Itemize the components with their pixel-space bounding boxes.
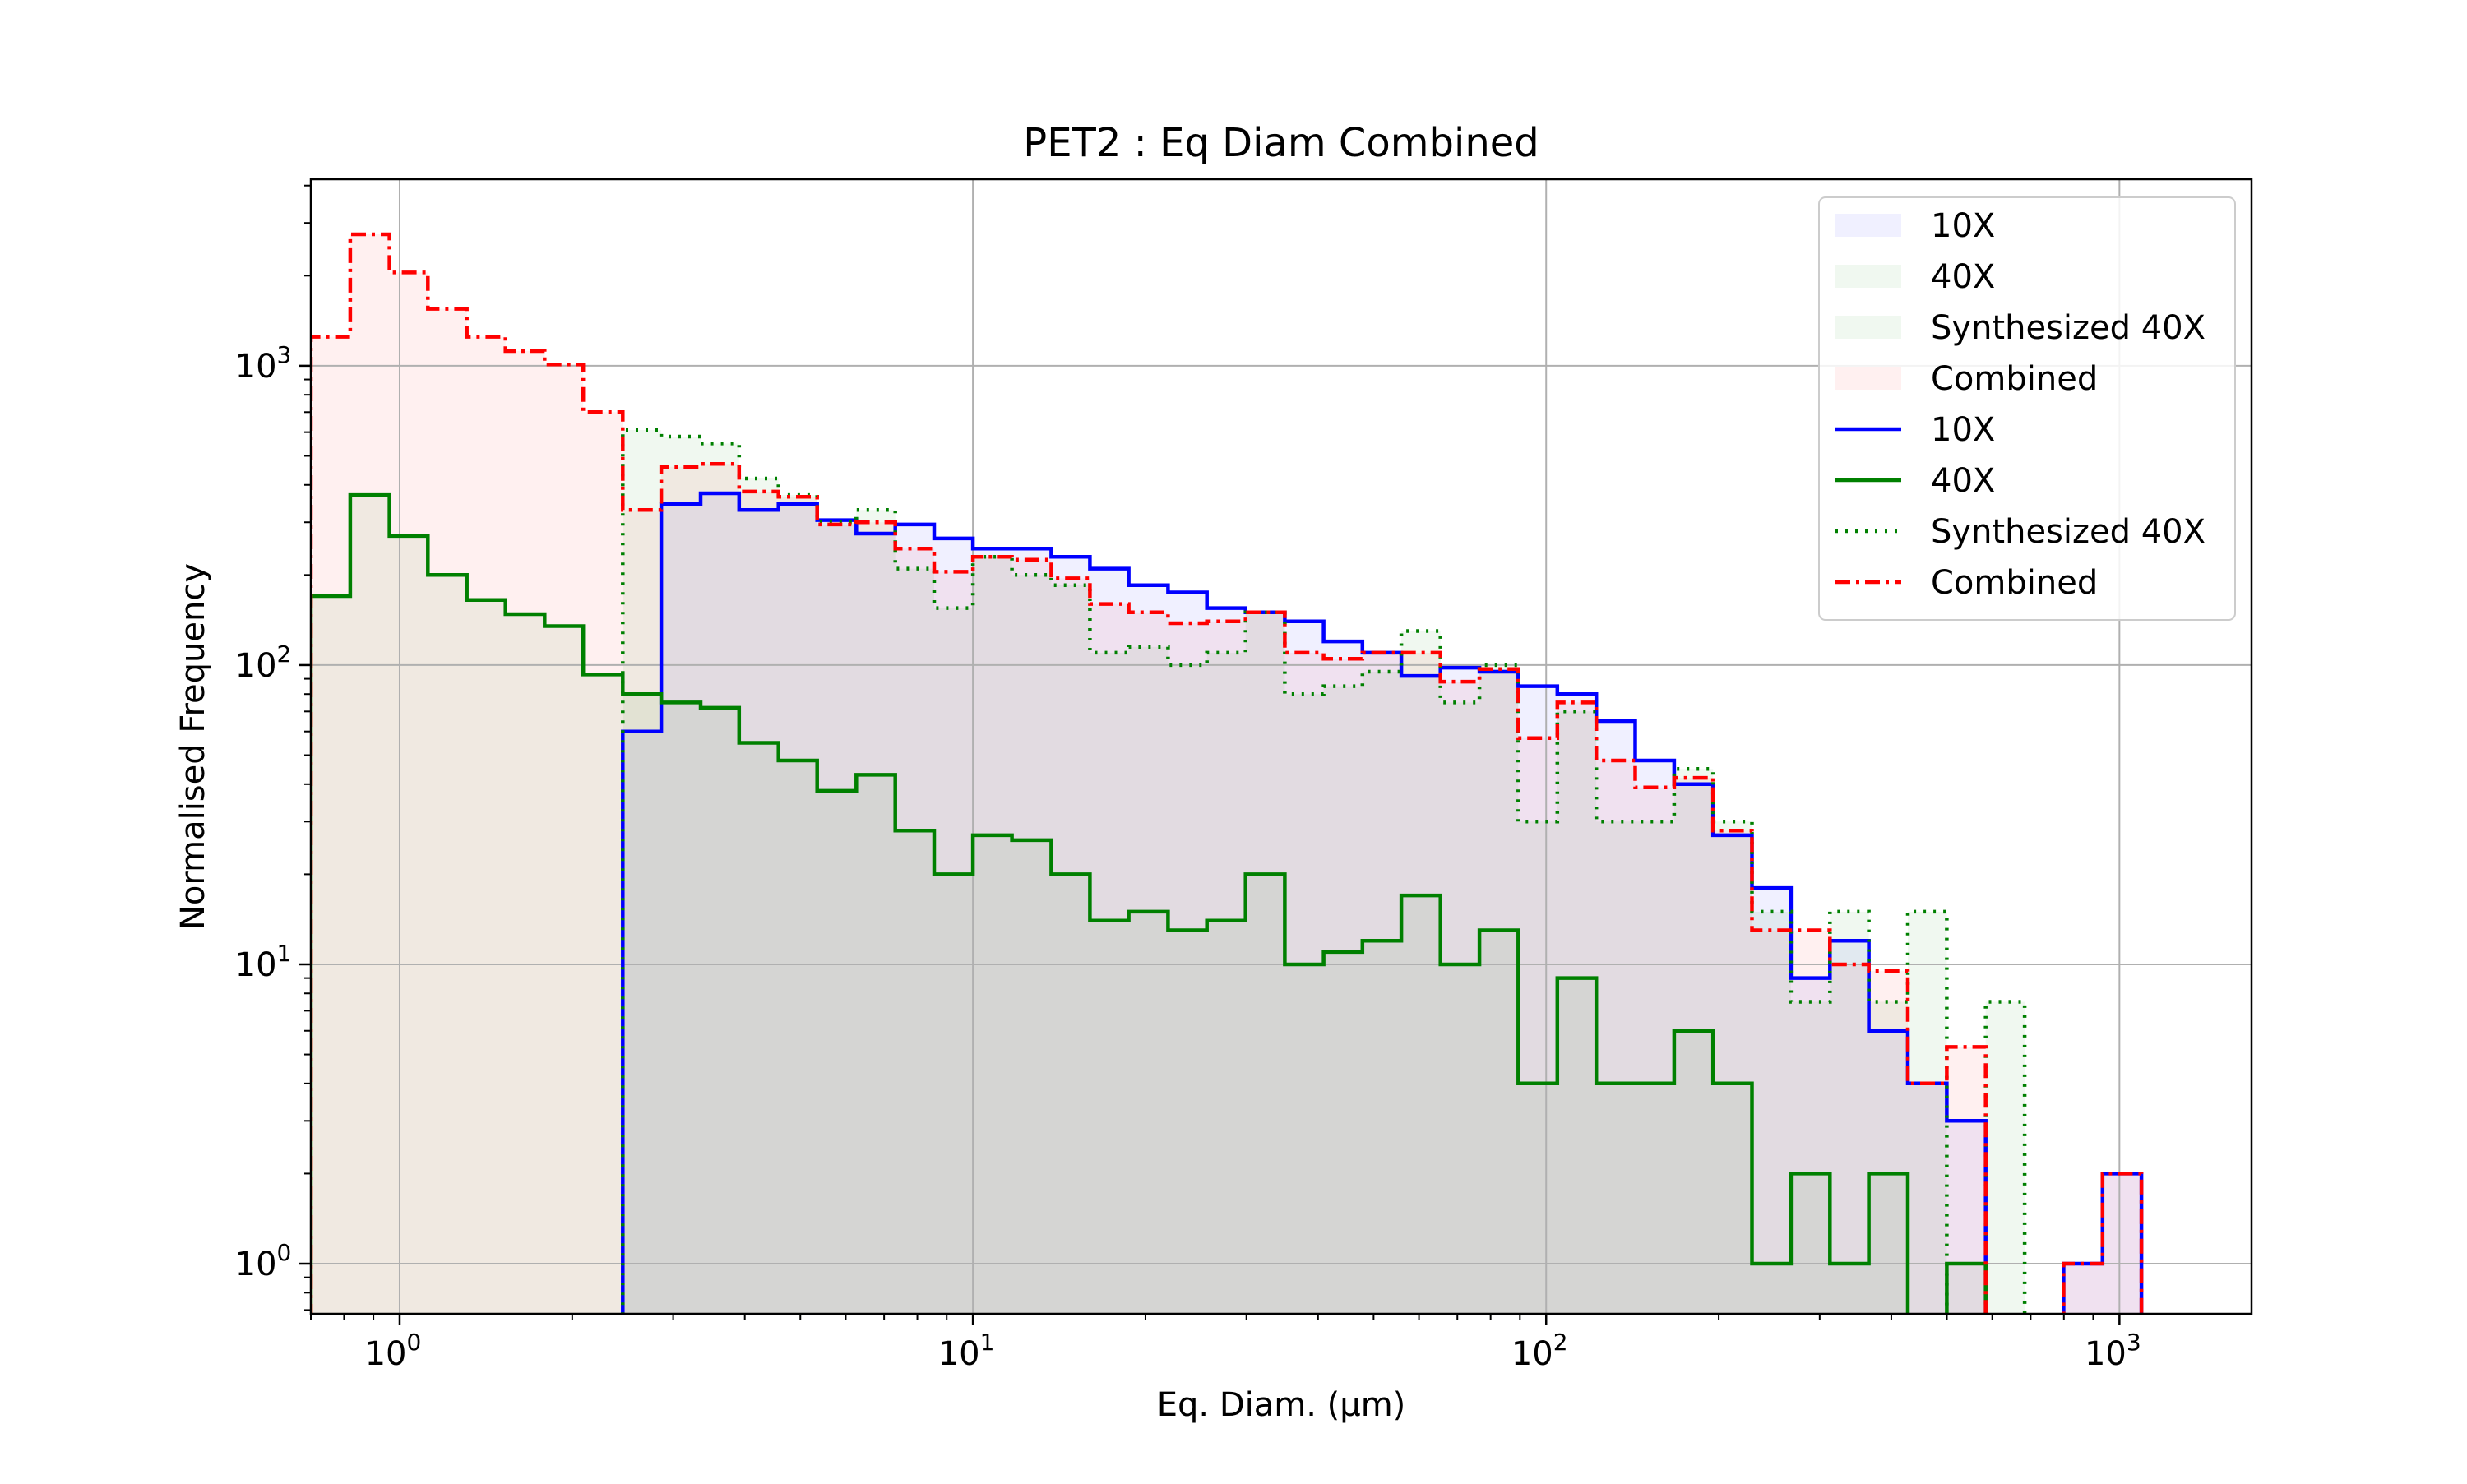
legend-fill-label: Synthesized 40X	[1931, 309, 2205, 347]
histogram-line-3	[311, 232, 2144, 1314]
legend-fill-swatch	[1835, 214, 1901, 237]
legend-fill-swatch	[1835, 316, 1901, 339]
legend-frame	[1818, 196, 2236, 621]
grid-lines	[311, 179, 2252, 1314]
histogram-line-2	[621, 428, 2027, 1314]
y-tick-exponent: 1	[277, 940, 292, 967]
legend-fill-swatch	[1835, 265, 1901, 288]
y-tick-exponent: 2	[277, 640, 292, 668]
y-axis-label: Normalised Frequency	[174, 563, 212, 930]
legend-line-label: Combined	[1931, 564, 2098, 602]
x-tick-exponent: 2	[1553, 1329, 1568, 1356]
x-tick-exponent: 0	[407, 1329, 422, 1356]
legend: 10X 40X Synthesized 40X Combined 10X 40X Synth…	[1818, 196, 2236, 621]
histogram-lines	[311, 232, 2144, 1314]
legend-line-label: 10X	[1931, 411, 1995, 449]
x-tick-label: 101	[938, 1329, 995, 1373]
y-tick-exponent: 3	[277, 341, 292, 368]
histogram-fill-0	[623, 493, 2142, 1314]
legend-fill-label: 40X	[1931, 258, 1995, 296]
chart-title: PET2 : Eq Diam Combined	[1023, 120, 1539, 166]
axes-frame	[309, 178, 2253, 1315]
y-tick-exponent: 0	[277, 1239, 292, 1266]
legend-line-label: 40X	[1931, 462, 1995, 500]
histogram-line-1	[311, 492, 1988, 1314]
legend-fill-label: Combined	[1931, 360, 2098, 398]
legend-line-label: Synthesized 40X	[1931, 513, 2205, 551]
x-axis-label: Eq. Diam. (μm)	[1157, 1386, 1406, 1424]
histogram-fill-3	[311, 234, 2142, 1314]
legend-fill-swatch	[1835, 367, 1901, 390]
histogram-line-0	[621, 491, 2144, 1314]
legend-fill-label: 10X	[1931, 207, 1995, 245]
histogram-fill-1	[311, 495, 1986, 1314]
x-tick-exponent: 1	[980, 1329, 995, 1356]
x-tick-exponent: 3	[2127, 1329, 2141, 1356]
